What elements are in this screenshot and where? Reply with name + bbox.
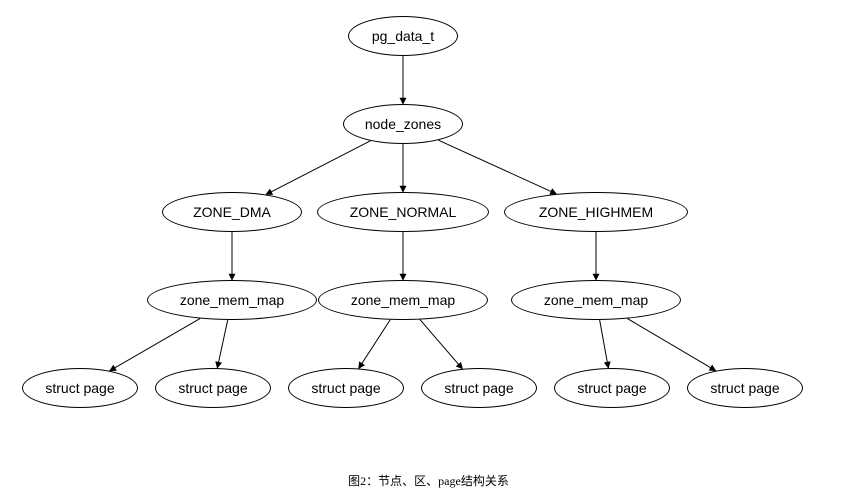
edge-map3-p5 [600, 320, 609, 368]
node-label: pg_data_t [372, 28, 434, 44]
edge-nz-zdma [266, 141, 370, 195]
edges-layer [0, 0, 857, 502]
node-p5: struct page [554, 368, 670, 408]
node-label: struct page [311, 380, 380, 396]
node-root: pg_data_t [348, 16, 458, 56]
edge-map1-p2 [217, 320, 227, 368]
node-label: ZONE_NORMAL [350, 204, 457, 220]
node-label: struct page [45, 380, 114, 396]
node-map2: zone_mem_map [318, 280, 488, 320]
node-p1: struct page [22, 368, 138, 408]
node-label: zone_mem_map [351, 292, 455, 308]
node-label: zone_mem_map [180, 292, 284, 308]
node-label: ZONE_HIGHMEM [539, 204, 653, 220]
node-label: struct page [444, 380, 513, 396]
node-label: struct page [577, 380, 646, 396]
node-p3: struct page [288, 368, 404, 408]
diagram-canvas: pg_data_t node_zones ZONE_DMA ZONE_NORMAL ZO… [0, 0, 857, 502]
node-p6: struct page [687, 368, 803, 408]
node-label: struct page [710, 380, 779, 396]
node-p2: struct page [155, 368, 271, 408]
edge-map2-p4 [420, 320, 463, 369]
node-zdma: ZONE_DMA [162, 192, 302, 232]
edge-map2-p3 [359, 320, 391, 369]
node-label: node_zones [365, 116, 441, 132]
edge-map3-p6 [627, 319, 715, 371]
diagram-caption: 图2：节点、区、page结构关系 [0, 472, 857, 489]
node-zhigh: ZONE_HIGHMEM [504, 192, 688, 232]
node-map3: zone_mem_map [511, 280, 681, 320]
edge-map1-p1 [110, 319, 200, 371]
node-map1: zone_mem_map [147, 280, 317, 320]
node-label: ZONE_DMA [193, 204, 271, 220]
node-p4: struct page [421, 368, 537, 408]
node-nz: node_zones [343, 104, 463, 144]
node-znorm: ZONE_NORMAL [317, 192, 489, 232]
node-label: zone_mem_map [544, 292, 648, 308]
edge-nz-zhigh [438, 140, 556, 194]
node-label: struct page [178, 380, 247, 396]
